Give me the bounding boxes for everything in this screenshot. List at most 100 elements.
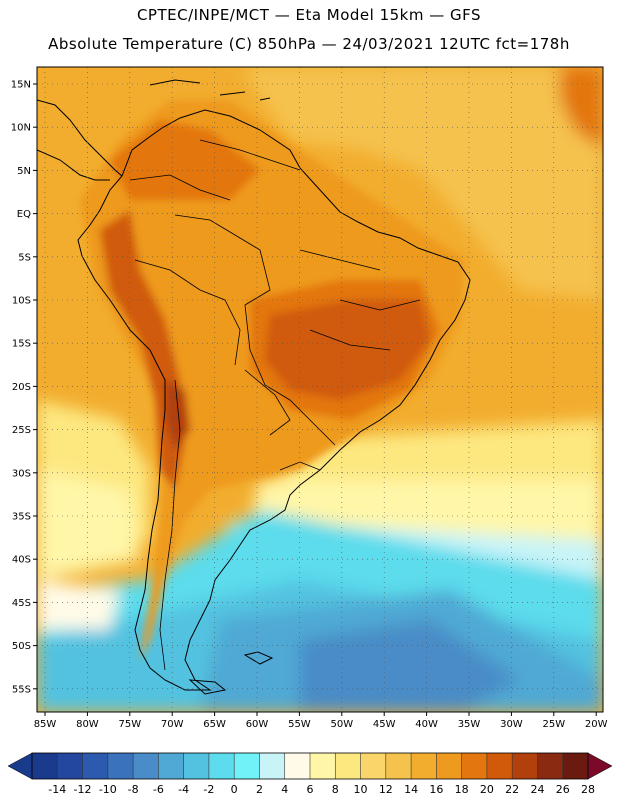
land-hottest-andes [165, 380, 190, 450]
land-temperature [80, 100, 465, 660]
lon-label: 30W [500, 719, 523, 730]
colorbar-swatch [208, 753, 235, 779]
colorbar-label: 22 [505, 783, 519, 796]
colorbar-swatch [284, 753, 311, 779]
colorbar-label: -10 [99, 783, 117, 796]
colorbar-label: 10 [354, 783, 368, 796]
field-ne-corner [560, 67, 603, 150]
colorbar-label: 20 [480, 783, 494, 796]
colorbar-swatch [360, 753, 387, 779]
colorbar-swatch [537, 753, 564, 779]
colorbar-label: 24 [530, 783, 544, 796]
colorbar-frame [31, 752, 589, 780]
colorbar-labels: -14 -12 -10 -8 -6 -4 -2 0 2 4 6 8 10 12 14 16 18 20 22 24 26… [48, 783, 595, 796]
border-venezuela [199, 139, 301, 171]
colorbar-swatch [57, 753, 83, 779]
caribbean-islands [149, 79, 271, 101]
country-borders [129, 139, 421, 671]
colorbar-label: 6 [307, 783, 314, 796]
axis-ticks [33, 83, 597, 716]
colorbar-swatch [562, 753, 589, 779]
central-america-coast [37, 99, 123, 181]
lon-label: 35W [458, 719, 481, 730]
border-brazil-states [299, 249, 421, 351]
lat-label: 15N [11, 80, 31, 91]
border-colombia [129, 174, 231, 201]
colorbar-swatch [461, 753, 488, 779]
colorbar-swatch [234, 753, 260, 779]
lon-label: 65W [203, 719, 226, 730]
colorbar-swatch [310, 753, 336, 779]
colorbar-label: -12 [74, 783, 92, 796]
coastlines [37, 79, 471, 695]
field-cream-sw [37, 580, 120, 630]
land-hot-north [110, 120, 260, 200]
lat-label: 20S [12, 382, 31, 393]
lat-label: 40S [12, 555, 31, 566]
border-argentina-chile [159, 379, 181, 671]
longitude-labels: 85W 80W 75W 70W 65W 60W 55W 50W 45W 40W 35W 30W 25W 2… [34, 719, 608, 730]
colorbar-swatch [32, 753, 58, 779]
lat-label: 10N [11, 123, 31, 134]
colorbar-swatch [512, 753, 538, 779]
colorbar-swatch [411, 753, 437, 779]
tierra-del-fuego [188, 679, 227, 695]
lon-label: 45W [373, 719, 396, 730]
colorbar-low-arrow [7, 752, 33, 780]
lon-label: 55W [288, 719, 311, 730]
colorbar-swatch [436, 753, 462, 779]
south-america-coast [77, 109, 471, 691]
border-paraguay [244, 369, 291, 436]
colorbar-label: -2 [203, 783, 214, 796]
colorbar-label: 26 [556, 783, 570, 796]
map-frame [36, 66, 604, 713]
field-cream-west [37, 470, 140, 580]
lat-label: 5N [17, 166, 31, 177]
lon-label: 25W [542, 719, 565, 730]
border-brazil-west [174, 214, 336, 446]
lat-label: 35S [12, 512, 31, 523]
colorbar-swatch [385, 753, 412, 779]
colorbar-label: 2 [256, 783, 263, 796]
border-peru-bolivia [134, 259, 241, 366]
falklands [243, 651, 274, 665]
lon-label: 20W [585, 719, 608, 730]
lat-label: EQ [17, 209, 31, 220]
colorbar-label: 14 [404, 783, 418, 796]
colorbar-label: 12 [379, 783, 393, 796]
lat-label: 10S [12, 296, 31, 307]
lon-label: 60W [246, 719, 269, 730]
colorbar-swatch [82, 753, 109, 779]
field-ocean-ne [240, 67, 603, 300]
colorbar-swatch [335, 753, 361, 779]
lat-label: 25S [12, 425, 31, 436]
colorbar-label: 18 [455, 783, 469, 796]
colorbar-label: 16 [429, 783, 443, 796]
lat-label: 5S [18, 252, 31, 263]
colorbar-label: -4 [178, 783, 189, 796]
colorbar-high-arrow [587, 752, 613, 780]
colorbar-label: 0 [231, 783, 238, 796]
colorbar-swatch [158, 753, 184, 779]
lon-label: 85W [34, 719, 57, 730]
colorbar-swatch [107, 753, 134, 779]
map-title: CPTEC/INPE/MCT — Eta Model 15km — GFS [136, 6, 482, 24]
border-uruguay [279, 461, 321, 471]
lon-label: 40W [415, 719, 438, 730]
colorbar-swatch [183, 753, 210, 779]
lat-label: 50S [12, 641, 31, 652]
lat-label: 15S [12, 339, 31, 350]
colorbar-label: 4 [281, 783, 288, 796]
colorbar-label: 28 [581, 783, 595, 796]
colorbar [7, 752, 613, 780]
latitude-labels: 15N 10N 5N EQ 5S 10S 15S 20S 25S 30S 35S 40S 45S 50S 5… [11, 80, 31, 696]
colorbar-swatch [486, 753, 513, 779]
lat-label: 55S [12, 684, 31, 695]
colorbar-swatch [259, 753, 286, 779]
colorbar-label: -14 [48, 783, 66, 796]
lon-label: 70W [161, 719, 184, 730]
colorbar-label: -8 [128, 783, 139, 796]
colorbar-label: 8 [332, 783, 339, 796]
colorbar-label: -6 [153, 783, 164, 796]
lon-label: 50W [330, 719, 353, 730]
